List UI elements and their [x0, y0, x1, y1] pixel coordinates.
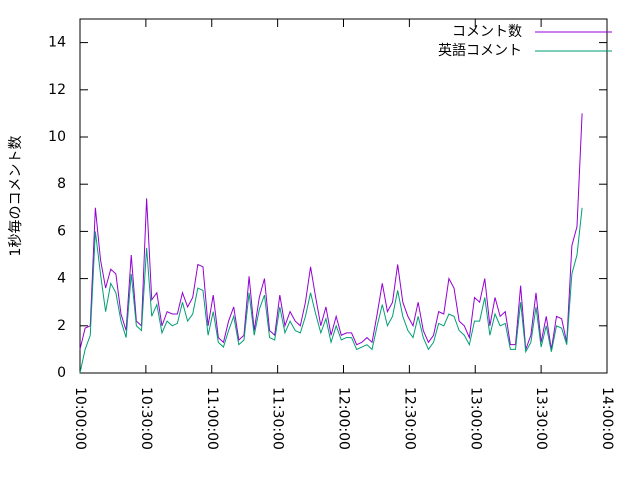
y-tick-label: 8 — [57, 176, 66, 192]
x-tick-label: 14:00:00 — [599, 387, 615, 450]
plot-border — [79, 18, 608, 374]
series-line — [79, 113, 583, 350]
x-tick-label: 11:00:00 — [204, 387, 220, 450]
y-tick-label: 12 — [48, 82, 66, 98]
y-tick-label: 2 — [57, 318, 66, 334]
y-tick-label: 10 — [48, 129, 66, 145]
x-tick-label: 13:30:00 — [533, 387, 549, 450]
x-tick-label: 11:30:00 — [270, 387, 286, 450]
x-tick-label: 12:00:00 — [336, 387, 352, 450]
y-tick-label: 14 — [48, 35, 66, 51]
legend-label: コメント数 — [452, 24, 522, 40]
x-tick-label: 13:00:00 — [467, 387, 483, 450]
y-tick-label: 4 — [57, 271, 66, 287]
y-tick-label: 6 — [57, 223, 66, 239]
y-axis-label: 1秒毎のコメント数 — [8, 136, 24, 257]
legend-label: 英語コメント — [438, 42, 522, 59]
series-line — [79, 207, 583, 374]
x-tick-label: 10:30:00 — [138, 387, 154, 450]
y-tick-label: 0 — [57, 365, 66, 381]
x-tick-label: 10:00:00 — [72, 387, 88, 450]
x-tick-label: 12:30:00 — [401, 387, 417, 450]
